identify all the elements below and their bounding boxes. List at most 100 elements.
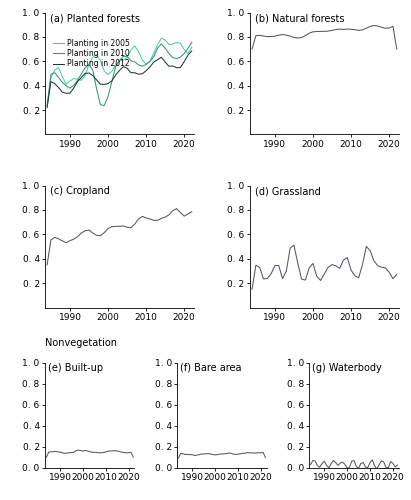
- Planting in 2005: [87, 62, 92, 68]
- Planting in 2010: [163, 45, 168, 51]
- Planting in 2005: [117, 58, 122, 64]
- Planting in 2012: [132, 70, 137, 75]
- Planting in 2012: [163, 59, 168, 65]
- Planting in 2012: [87, 70, 92, 76]
- Planting in 2010: [140, 63, 145, 69]
- Planting in 2010: [79, 70, 84, 76]
- Planting in 2010: [52, 70, 57, 75]
- Planting in 2005: [83, 72, 88, 78]
- Planting in 2005: [109, 68, 114, 74]
- Planting in 2010: [102, 102, 107, 108]
- Planting in 2010: [178, 54, 183, 60]
- Planting in 2005: [48, 74, 53, 80]
- Planting in 2010: [121, 54, 126, 60]
- Planting in 2005: [166, 42, 171, 48]
- Planting in 2012: [166, 64, 171, 70]
- Line: Planting in 2005: Planting in 2005: [47, 38, 192, 108]
- Planting in 2005: [151, 50, 156, 56]
- Planting in 2010: [98, 102, 103, 108]
- Planting in 2012: [90, 72, 95, 78]
- Planting in 2005: [75, 76, 80, 82]
- Planting in 2012: [109, 78, 114, 84]
- Planting in 2005: [94, 52, 99, 58]
- Planting in 2012: [117, 68, 122, 73]
- Planting in 2005: [60, 74, 65, 80]
- Planting in 2012: [121, 64, 126, 70]
- Planting in 2012: [48, 78, 53, 84]
- Planting in 2005: [79, 78, 84, 84]
- Planting in 2012: [189, 48, 194, 54]
- Planting in 2012: [140, 71, 145, 77]
- Planting in 2005: [136, 48, 141, 54]
- Planting in 2012: [155, 56, 160, 62]
- Planting in 2005: [163, 37, 168, 43]
- Planting in 2010: [174, 56, 179, 62]
- Planting in 2005: [106, 72, 111, 78]
- Planting in 2010: [87, 62, 92, 68]
- Planting in 2005: [144, 62, 149, 68]
- Planting in 2010: [48, 71, 53, 77]
- Text: (c) Cropland: (c) Cropland: [50, 186, 110, 196]
- Planting in 2010: [151, 54, 156, 60]
- Planting in 2010: [71, 82, 76, 88]
- Planting in 2005: [170, 41, 175, 47]
- Planting in 2012: [56, 84, 61, 90]
- Text: (g) Waterbody: (g) Waterbody: [312, 363, 382, 373]
- Planting in 2005: [56, 64, 61, 70]
- Planting in 2010: [75, 78, 80, 84]
- Planting in 2010: [90, 67, 95, 73]
- Planting in 2010: [166, 50, 171, 56]
- Planting in 2010: [83, 64, 88, 70]
- Planting in 2012: [71, 85, 76, 91]
- Planting in 2012: [136, 71, 141, 77]
- Planting in 2010: [144, 62, 149, 68]
- Planting in 2005: [125, 54, 129, 60]
- Planting in 2010: [125, 53, 129, 59]
- Planting in 2012: [75, 78, 80, 84]
- Planting in 2012: [52, 80, 57, 86]
- Text: Nonvegetation: Nonvegetation: [45, 338, 117, 347]
- Planting in 2010: [155, 45, 160, 51]
- Planting in 2012: [128, 70, 133, 75]
- Planting in 2012: [174, 64, 179, 70]
- Planting in 2010: [185, 46, 190, 52]
- Planting in 2005: [52, 67, 57, 73]
- Planting in 2012: [45, 104, 50, 110]
- Planting in 2010: [109, 78, 114, 84]
- Planting in 2010: [132, 59, 137, 65]
- Planting in 2012: [182, 58, 187, 64]
- Planting in 2010: [117, 58, 122, 64]
- Planting in 2012: [113, 72, 118, 78]
- Planting in 2012: [185, 52, 190, 58]
- Planting in 2005: [185, 50, 190, 56]
- Planting in 2010: [182, 50, 187, 56]
- Planting in 2010: [113, 64, 118, 70]
- Planting in 2005: [113, 62, 118, 68]
- Planting in 2010: [56, 74, 61, 80]
- Planting in 2010: [60, 80, 65, 86]
- Planting in 2012: [125, 65, 129, 71]
- Text: (e) Built-up: (e) Built-up: [48, 363, 103, 373]
- Planting in 2012: [67, 90, 72, 96]
- Planting in 2012: [148, 64, 152, 70]
- Planting in 2005: [98, 57, 103, 63]
- Planting in 2010: [159, 41, 164, 47]
- Planting in 2005: [155, 42, 160, 48]
- Planting in 2012: [102, 82, 107, 87]
- Planting in 2012: [151, 59, 156, 65]
- Planting in 2012: [178, 64, 183, 70]
- Planting in 2010: [189, 40, 194, 46]
- Planting in 2005: [132, 43, 137, 49]
- Planting in 2010: [128, 58, 133, 64]
- Text: (b) Natural forests: (b) Natural forests: [254, 14, 344, 24]
- Planting in 2005: [128, 47, 133, 53]
- Planting in 2010: [94, 86, 99, 92]
- Planting in 2012: [83, 70, 88, 76]
- Planting in 2010: [148, 58, 152, 64]
- Planting in 2012: [60, 89, 65, 95]
- Planting in 2005: [71, 76, 76, 82]
- Planting in 2005: [90, 54, 95, 60]
- Planting in 2010: [170, 54, 175, 60]
- Planting in 2012: [64, 90, 69, 96]
- Planting in 2010: [64, 82, 69, 88]
